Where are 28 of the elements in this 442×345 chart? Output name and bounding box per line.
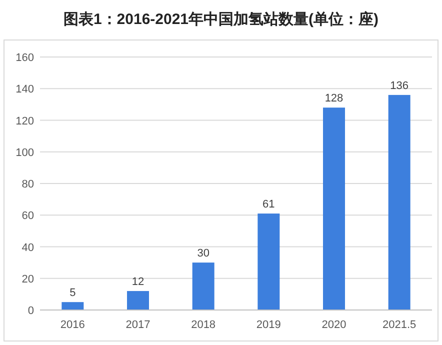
bar [62,302,84,310]
x-tick-label: 2019 [256,319,281,331]
y-tick-label: 40 [22,242,34,254]
bar [258,214,280,310]
data-label: 5 [70,287,76,300]
bar [192,262,214,310]
y-tick-label: 120 [16,115,34,128]
y-tick-label: 80 [22,178,34,190]
y-tick-label: 20 [22,273,34,286]
data-label: 61 [262,198,275,211]
x-tick-label: 2016 [60,319,85,331]
y-tick-label: 100 [16,146,34,159]
y-tick-label: 60 [22,210,34,222]
bar [127,291,149,310]
x-tick-label: 2018 [191,319,216,331]
data-label: 12 [132,276,144,288]
x-tick-label: 2021.5 [382,319,416,331]
y-tick-label: 160 [16,52,34,64]
data-label: 136 [390,80,409,92]
y-tick-label: 140 [16,84,34,96]
bar [323,108,345,310]
chart-title: 图表1：2016-2021年中国加氢站数量(单位：座) [63,10,379,28]
y-tick-label: 0 [28,305,34,317]
bar [388,94,410,310]
data-label: 30 [197,248,210,260]
x-tick-label: 2020 [322,319,346,331]
data-label: 128 [324,92,344,105]
x-tick-label: 2017 [126,319,150,331]
